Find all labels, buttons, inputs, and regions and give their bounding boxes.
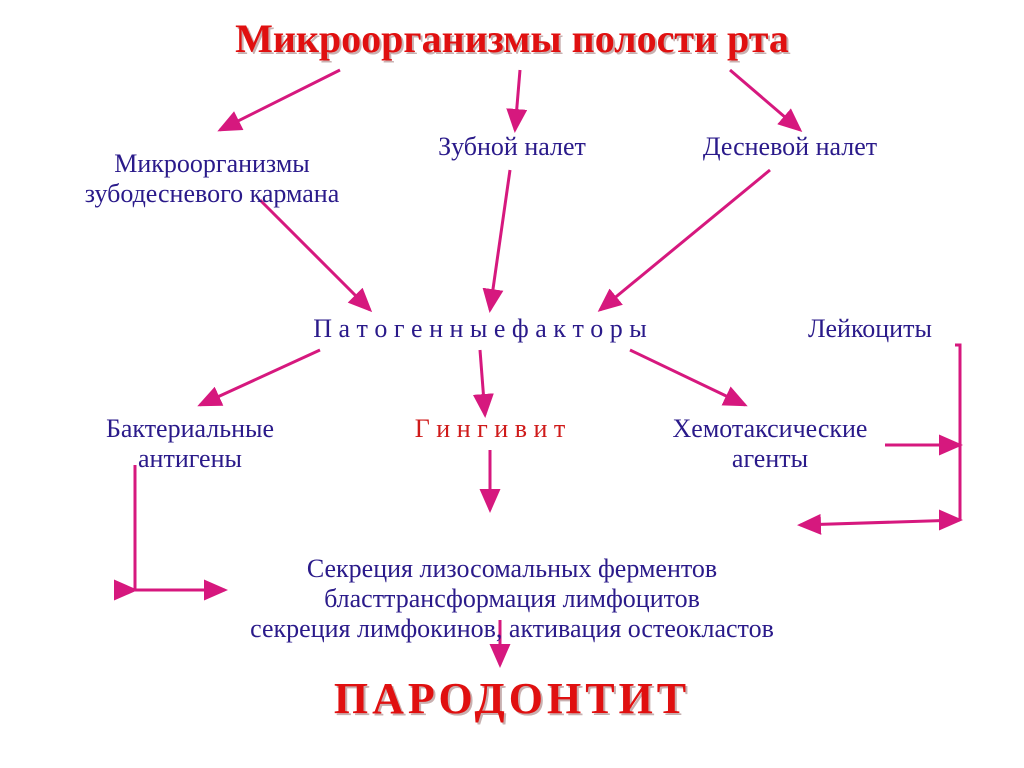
- arrow: [800, 520, 960, 525]
- diagram-canvas: Микроорганизмы полости рта Микроорганизм…: [0, 0, 1024, 768]
- arrow: [260, 200, 370, 310]
- arrow: [730, 70, 800, 130]
- arrows-layer: [0, 0, 1024, 768]
- arrow: [515, 70, 520, 130]
- node-periodontitis: ПАРОДОНТИТ: [112, 674, 912, 725]
- node-gingival-plaque: Десневой налет: [390, 132, 1024, 162]
- title: Микроорганизмы полости рта: [112, 16, 912, 62]
- arrow: [220, 70, 340, 130]
- node-chemotactic-agents: Хемотаксические агенты: [370, 414, 1024, 474]
- arrow: [480, 350, 485, 415]
- node-secretion-block: Секреция лизосомальных ферментов бласттр…: [112, 554, 912, 644]
- arrow: [630, 350, 745, 405]
- arrow: [200, 350, 320, 405]
- arrow: [600, 170, 770, 310]
- node-leukocytes: Лейкоциты: [470, 314, 1024, 344]
